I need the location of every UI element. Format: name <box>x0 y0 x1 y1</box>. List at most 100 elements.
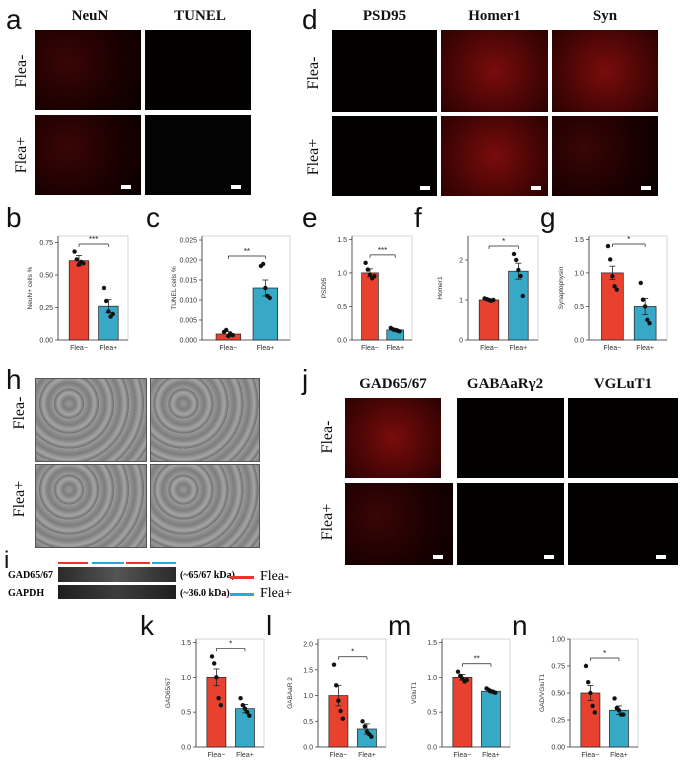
vglut1-neg-image <box>568 398 678 478</box>
data-point <box>520 293 525 299</box>
data-point <box>511 251 517 257</box>
data-point <box>360 719 365 724</box>
data-point <box>214 675 219 680</box>
panel-label-h: h <box>6 364 22 395</box>
data-point <box>230 333 235 338</box>
data-point <box>621 712 626 717</box>
x-tick-label: Flea+ <box>386 345 404 352</box>
scale-bar <box>231 185 241 189</box>
data-point <box>336 698 341 703</box>
panel-label-i: i <box>4 547 10 574</box>
significance-label: *** <box>378 246 387 255</box>
y-tick-label: 2 <box>459 258 463 265</box>
data-point <box>605 243 611 249</box>
significance-label: * <box>229 639 232 648</box>
data-point <box>518 273 523 279</box>
data-point <box>608 257 613 262</box>
y-tick-label: 0.75 <box>39 240 53 247</box>
data-point <box>238 696 243 701</box>
y-tick-label: 0.015 <box>179 278 197 285</box>
y-axis-label: Homer1 <box>437 276 444 300</box>
y-tick-label: 0.5 <box>574 304 584 311</box>
data-point <box>397 329 402 334</box>
data-point <box>224 327 229 333</box>
blot-kda-gapdh: (~36.0 kDa) <box>180 588 230 599</box>
panel-label-k: k <box>140 610 154 641</box>
y-tick-label: 1.0 <box>181 675 191 682</box>
data-point <box>464 677 469 683</box>
data-point <box>101 285 107 291</box>
data-point <box>493 690 498 695</box>
significance-label: *** <box>89 235 98 244</box>
data-point <box>612 696 617 701</box>
significance-label: * <box>351 648 354 657</box>
x-tick-label: Flea+ <box>610 752 628 759</box>
x-tick-label: Flea− <box>361 345 379 352</box>
y-tick-label: 1.00 <box>551 637 565 644</box>
panel-a-row-pos: Flea+ <box>13 136 30 174</box>
data-point <box>267 295 272 301</box>
y-tick-label: 1.0 <box>337 270 347 277</box>
blot-row-label-gapdh: GAPDH <box>8 588 45 599</box>
gabaa-pos-image <box>457 483 564 565</box>
chart-m: 0.0 0.5 1.0 1.5 VGluT1 Flea− Flea+ ** <box>411 638 511 759</box>
data-point <box>240 702 245 708</box>
homer1-neg-image <box>441 30 548 112</box>
x-tick-label: Flea+ <box>236 752 254 759</box>
data-point <box>592 710 597 715</box>
y-tick-label: 1.5 <box>181 640 191 647</box>
panel-a-col-tunel: TUNEL <box>174 8 226 24</box>
psd95-neg-image <box>332 30 437 112</box>
scale-bar <box>433 555 443 559</box>
data-point <box>610 274 615 279</box>
scale-bar <box>121 185 131 189</box>
panel-d-col-syn: Syn <box>592 8 618 24</box>
data-point <box>216 696 221 701</box>
y-tick-label: 0.00 <box>39 338 53 345</box>
significance-label: * <box>603 649 606 658</box>
gad-pos-image <box>345 483 453 565</box>
panel-a-row-neg: Flea- <box>13 54 30 88</box>
panel-d-row-pos: Flea+ <box>305 138 322 176</box>
x-tick-label: Flea− <box>604 345 622 352</box>
y-tick-label: 0.020 <box>179 258 197 265</box>
data-point <box>74 257 80 262</box>
y-axis-label: TUNEL cells % <box>171 266 178 310</box>
data-point <box>365 267 370 272</box>
homer1-pos-image <box>441 116 548 196</box>
chart-e: 0.0 0.5 1.0 1.5 PSD95 Flea− Flea+ *** <box>321 235 413 352</box>
panel-label-g: g <box>540 202 556 233</box>
scale-bar <box>656 555 666 559</box>
chart-b: 0.00 0.25 0.50 0.75 NeuN+ cells % Flea− Flea+ *… <box>27 235 129 352</box>
gabaa-neg-image <box>457 398 564 478</box>
data-point <box>72 249 77 254</box>
y-tick-label: 1.0 <box>303 693 313 700</box>
bar-pos <box>508 270 529 341</box>
y-tick-label: 0.0 <box>337 338 347 345</box>
em-pos-image-1 <box>35 464 147 548</box>
y-tick-label: 1.0 <box>574 270 584 277</box>
panel-d-row-neg: Flea- <box>305 56 322 90</box>
y-axis-label: VGluT1 <box>411 682 418 704</box>
y-tick-label: 0 <box>459 338 463 345</box>
panel-j-col-gad: GAD65/67 <box>359 376 427 392</box>
y-tick-label: 0.5 <box>337 304 347 311</box>
x-tick-label: Flea+ <box>358 752 376 759</box>
y-axis-label: GABAaR 2 <box>287 677 294 709</box>
data-point <box>212 661 217 666</box>
data-point <box>244 709 250 715</box>
legend-line-pos <box>230 593 254 596</box>
y-axis-label: PSD95 <box>321 277 328 298</box>
data-point <box>586 680 591 685</box>
x-tick-label: Flea− <box>208 752 226 759</box>
data-point <box>331 662 337 667</box>
y-tick-label: 1.5 <box>427 640 437 647</box>
y-tick-label: 0.000 <box>179 338 197 345</box>
panel-label-f: f <box>414 202 422 233</box>
data-point <box>260 261 266 267</box>
panel-a-col-neun: NeuN <box>71 8 109 24</box>
chart-k: 0.0 0.5 1.0 1.5 GAD65/67 Flea− Flea+ * <box>165 638 265 759</box>
bar-pos <box>235 708 255 748</box>
x-tick-label: Flea− <box>480 345 498 352</box>
psd95-pos-image <box>332 116 437 196</box>
